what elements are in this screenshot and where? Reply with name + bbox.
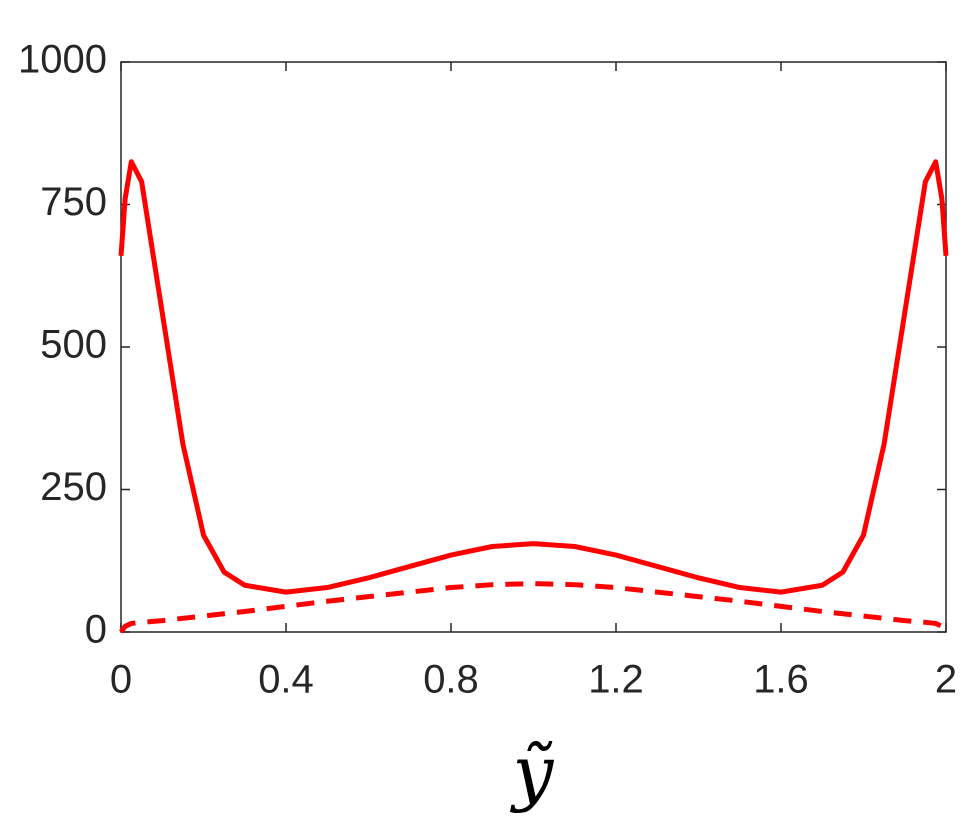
y-tick-label: 1000 bbox=[18, 38, 107, 82]
x-tick-label: 1.6 bbox=[753, 658, 809, 702]
x-tick-label: 0 bbox=[110, 658, 132, 702]
x-tick-label: 0.4 bbox=[258, 658, 314, 702]
x-tick-label: 0.8 bbox=[423, 658, 479, 702]
y-tick-label: 750 bbox=[40, 180, 107, 224]
line-series bbox=[118, 159, 949, 595]
y-tick-label: 0 bbox=[85, 608, 107, 652]
x-axis-label: ỹ bbox=[510, 730, 555, 814]
plot-frame bbox=[120, 61, 947, 633]
y-tick-label: 250 bbox=[40, 465, 107, 509]
line-series bbox=[118, 581, 949, 634]
x-tick-label: 1.2 bbox=[588, 658, 644, 702]
x-tick-label: 2 bbox=[935, 658, 957, 702]
y-tick-label: 500 bbox=[40, 323, 107, 367]
